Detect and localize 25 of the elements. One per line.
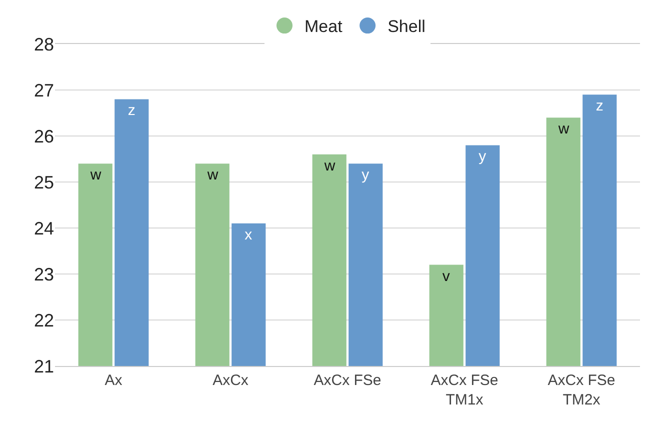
data-label: x <box>244 226 253 244</box>
data-label: w <box>557 120 570 138</box>
x-tick-label: AxCx FSe TM2x <box>548 372 616 408</box>
data-label: w <box>206 166 218 184</box>
legend-label: Meat <box>304 17 343 36</box>
y-tick-label: 27 <box>34 80 54 100</box>
x-tick-label: AxCx <box>212 372 249 389</box>
x-tick-label: Ax <box>104 372 123 389</box>
data-label: z <box>128 102 136 120</box>
data-label: z <box>596 98 604 115</box>
y-tick-label: 28 <box>34 34 54 54</box>
y-tick-label: 22 <box>34 310 54 330</box>
x-tick-label: AxCx FSe <box>314 372 382 389</box>
data-label: v <box>442 268 450 285</box>
y-tick-label: 23 <box>34 264 54 284</box>
data-label: y <box>478 148 487 166</box>
legend-label: Shell <box>388 17 426 36</box>
y-tick-label: 25 <box>34 172 54 192</box>
x-tick-label: AxCx FSe TM1x <box>430 372 498 408</box>
data-label: w <box>89 166 102 184</box>
y-tick-label: 26 <box>34 126 54 146</box>
data-label: w <box>323 157 336 174</box>
y-tick-label: 24 <box>34 218 54 238</box>
y-tick-label: 21 <box>34 356 54 376</box>
data-label: y <box>362 166 370 184</box>
